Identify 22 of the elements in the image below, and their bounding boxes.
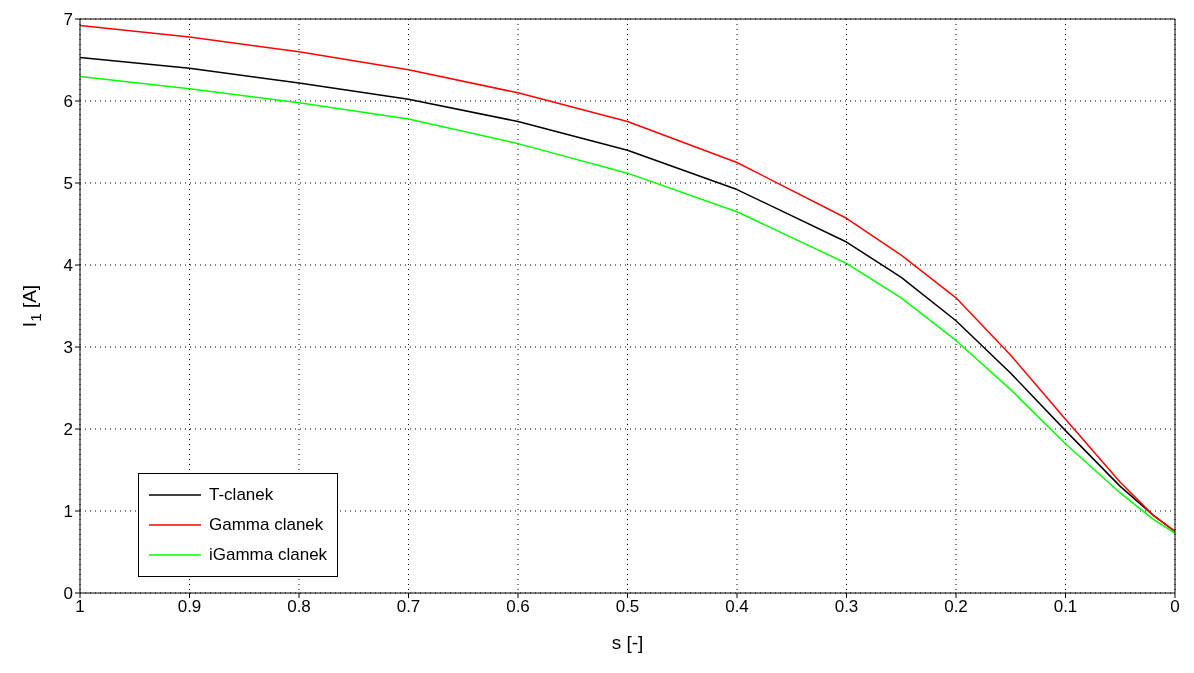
legend-label: T-clanek: [209, 485, 274, 505]
y-tick-label: 5: [63, 174, 73, 194]
y-tick-label: 3: [63, 338, 73, 358]
x-tick-label: 0: [1170, 597, 1180, 617]
x-axis-title: s [-]: [611, 632, 644, 653]
y-tick-label: 7: [63, 10, 73, 30]
y-tick-label: 4: [63, 256, 73, 276]
x-tick-label: 0.2: [944, 597, 968, 617]
x-tick-label: 0.4: [725, 597, 749, 617]
y-tick-label: 0: [63, 584, 73, 604]
x-tick-label: 0.3: [834, 597, 859, 617]
x-tick-label: 0.6: [506, 597, 530, 617]
x-tick-label: 0.9: [177, 597, 202, 617]
x-tick-label: 0.5: [615, 597, 640, 617]
y-tick-label: 6: [63, 92, 73, 112]
y-tick-label: 2: [63, 420, 73, 440]
legend-label: Gamma clanek: [209, 515, 324, 535]
x-tick-label: 0.1: [1053, 597, 1078, 617]
y-tick-label: 1: [63, 502, 73, 522]
legend-label: iGamma clanek: [209, 545, 328, 565]
x-tick-label: 0.8: [287, 597, 311, 617]
x-tick-label: 0.7: [396, 597, 421, 617]
